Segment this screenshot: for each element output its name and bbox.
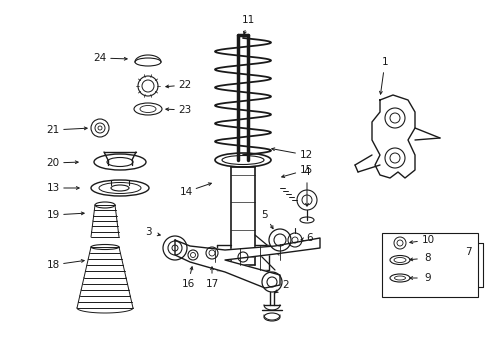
Text: 15: 15	[299, 165, 312, 175]
Text: 12: 12	[299, 150, 312, 160]
Text: 8: 8	[424, 253, 430, 263]
Polygon shape	[175, 238, 319, 288]
Text: 9: 9	[424, 273, 430, 283]
Bar	[381, 233, 477, 297]
Text: 16: 16	[181, 279, 194, 289]
Text: 13: 13	[46, 183, 60, 193]
Text: 10: 10	[421, 235, 434, 245]
Text: 19: 19	[46, 210, 60, 220]
Text: 11: 11	[241, 15, 254, 25]
Text: 7: 7	[464, 247, 470, 257]
Text: 18: 18	[46, 260, 60, 270]
Text: 22: 22	[178, 80, 191, 90]
Text: 14: 14	[179, 187, 192, 197]
Text: 24: 24	[93, 53, 106, 63]
Text: 5: 5	[261, 210, 268, 220]
Text: 21: 21	[46, 125, 60, 135]
Text: 3: 3	[144, 227, 151, 237]
Text: 20: 20	[46, 158, 60, 168]
Text: 23: 23	[178, 105, 191, 115]
Text: 4: 4	[303, 167, 310, 177]
Text: 6: 6	[306, 233, 313, 243]
Text: 1: 1	[381, 57, 387, 67]
Text: 2: 2	[282, 280, 289, 290]
Text: 17: 17	[205, 279, 218, 289]
